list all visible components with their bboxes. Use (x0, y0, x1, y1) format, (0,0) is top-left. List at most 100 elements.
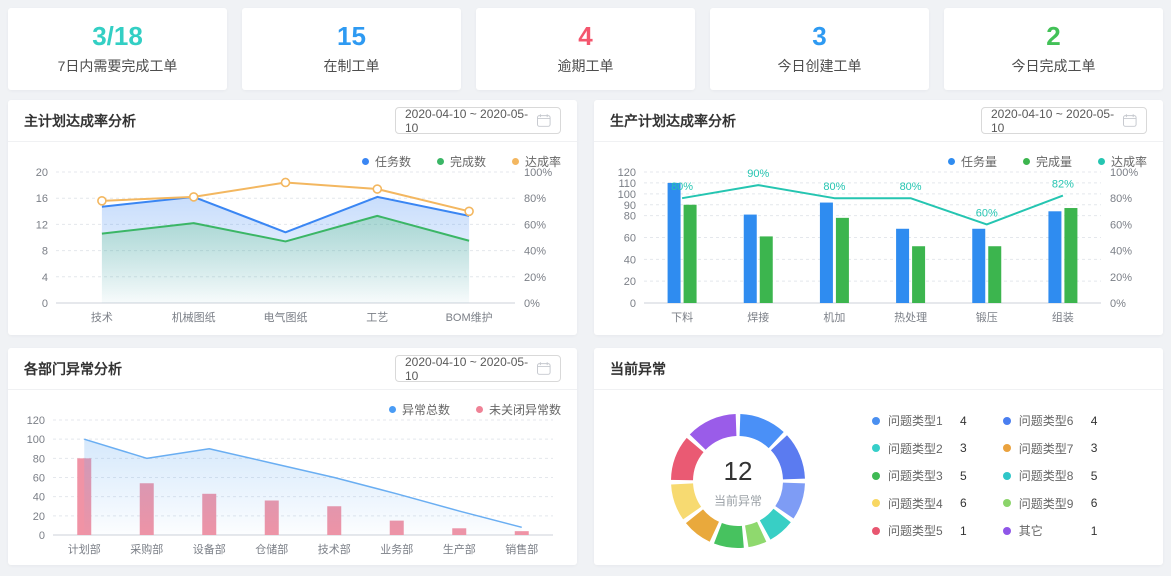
legend-dot-icon (475, 406, 483, 413)
svg-text:60%: 60% (976, 207, 998, 219)
chart-legend-item[interactable]: 任务数 (361, 153, 411, 170)
svg-text:机械图纸: 机械图纸 (172, 310, 216, 324)
stat-label: 7日内需要完成工单 (57, 57, 178, 74)
svg-text:BOM维护: BOM维护 (446, 310, 493, 324)
date-range-picker[interactable]: 2020-04-10 ~ 2020-05-10 (395, 354, 561, 383)
svg-text:20: 20 (624, 276, 636, 288)
stat-cards-row: 3/18 7日内需要完成工单 15 在制工单 4 逾期工单 3 今日创建工单 2… (8, 8, 1163, 90)
anomaly-legend-item[interactable]: 问题类型2 3 (872, 435, 967, 463)
svg-text:110: 110 (618, 178, 636, 190)
stat-label: 逾期工单 (557, 57, 614, 74)
main-plan-chart-wrap: 任务数 完成数 达成率 0 4 8 12 16 20 0% 20% 40% 60% 80% 100% 技术 机… (8, 142, 577, 335)
chart-legend-item[interactable]: 达成率 (1097, 153, 1147, 170)
svg-text:销售部: 销售部 (505, 542, 538, 556)
svg-text:100%: 100% (524, 167, 552, 179)
anomaly-legend-item[interactable]: 问题类型5 1 (872, 517, 967, 545)
svg-text:80%: 80% (1110, 193, 1132, 205)
svg-text:82%: 82% (1052, 179, 1074, 191)
stat-label: 今日创建工单 (777, 57, 862, 74)
svg-text:80: 80 (33, 453, 45, 465)
anomaly-legend-item[interactable]: 问题类型8 5 (1002, 462, 1097, 490)
anomaly-legend-item[interactable]: 问题类型9 6 (1002, 490, 1097, 518)
svg-text:20%: 20% (1110, 272, 1132, 284)
svg-text:20%: 20% (524, 272, 546, 284)
dept-anomaly-chart: 0 20 40 60 80 100 120 计划部 采购部 设备部 仓储部 技术部 业务部 生产部 销售部 (8, 390, 577, 565)
svg-text:电气图纸: 电气图纸 (264, 310, 308, 324)
calendar-icon[interactable] (537, 362, 551, 375)
svg-text:组装: 组装 (1052, 310, 1074, 324)
chart-dept-anomaly-canvas: 0 20 40 60 80 100 120 计划部 采购部 设备部 仓储部 技术部 业务部 生产部 销售部 (27, 415, 553, 556)
legend-dot-icon (1002, 499, 1011, 508)
svg-text:0%: 0% (1110, 298, 1126, 310)
chart-legend-item[interactable]: 完成数 (436, 153, 486, 170)
svg-text:工艺: 工艺 (366, 311, 388, 324)
svg-text:0: 0 (39, 530, 45, 542)
stat-card-in-progress: 15 在制工单 (242, 8, 461, 90)
svg-text:4: 4 (42, 272, 48, 284)
anomaly-legend-item[interactable]: 问题类型3 5 (872, 462, 967, 490)
legend-dot-icon (511, 158, 519, 165)
svg-text:8: 8 (42, 246, 48, 258)
stat-card-completed-today: 2 今日完成工单 (944, 8, 1163, 90)
calendar-icon[interactable] (537, 114, 551, 127)
date-range-picker[interactable]: 2020-04-10 ~ 2020-05-10 (981, 106, 1147, 135)
chart-main-plan-canvas: 0 4 8 12 16 20 0% 20% 40% 60% 80% 100% 技术 机械图纸 电气图纸 工艺 B… (36, 167, 553, 324)
legend-dot-icon (872, 526, 880, 535)
production-plan-chart: 0 20 40 60 80 90 100 110 120 0% 20% 40% 60% 80% 100% 下料… (594, 142, 1163, 335)
stat-value: 15 (337, 21, 366, 52)
legend-dot-icon (1002, 471, 1011, 480)
svg-text:当前异常: 当前异常 (714, 493, 762, 508)
chart-legend-item[interactable]: 异常总数 (388, 401, 450, 418)
panel-dept-anomaly: 各部门异常分析 2020-04-10 ~ 2020-05-10 异常总数 未关闭异… (8, 348, 577, 565)
chart-legend-item[interactable]: 未关闭异常数 (475, 401, 561, 418)
legend-dot-icon (1002, 444, 1011, 453)
chart-legend-item[interactable]: 达成率 (511, 153, 561, 170)
legend-dot-icon (436, 158, 444, 165)
anomaly-legend-item[interactable]: 问题类型6 4 (1002, 407, 1097, 435)
svg-text:采购部: 采购部 (130, 542, 163, 556)
panel-current-anomaly: 当前异常 12 当前异常 问题类型1 4 问题类型2 3 问题类型3 5 问题类型4 6 问题类型… (594, 348, 1163, 565)
panel-header: 生产计划达成率分析 2020-04-10 ~ 2020-05-10 (594, 100, 1163, 142)
svg-text:60%: 60% (1110, 219, 1132, 231)
svg-text:40%: 40% (1110, 246, 1132, 258)
panel-production-plan: 生产计划达成率分析 2020-04-10 ~ 2020-05-10 任务量 完成量… (594, 100, 1163, 335)
legend-dot-icon (872, 471, 880, 480)
anomaly-legend-item[interactable]: 问题类型1 4 (872, 407, 967, 435)
anomaly-legend-item[interactable]: 问题类型7 3 (1002, 435, 1097, 463)
svg-text:12: 12 (724, 456, 753, 486)
chart-legend-item[interactable]: 任务量 (947, 153, 997, 170)
svg-text:0: 0 (42, 298, 48, 310)
stat-label: 在制工单 (323, 57, 380, 74)
panel-main-plan: 主计划达成率分析 2020-04-10 ~ 2020-05-10 任务数 完成数 达… (8, 100, 577, 335)
svg-text:下料: 下料 (671, 310, 693, 324)
dept-anomaly-chart-wrap: 异常总数 未关闭异常数 0 20 40 60 80 100 120 计划部 采购部 设备部 仓储部 技术… (8, 390, 577, 565)
legend-dot-icon (872, 416, 880, 425)
legend-dot-icon (1002, 416, 1011, 425)
anomaly-legend-item[interactable]: 其它 1 (1002, 517, 1097, 545)
anomaly-legend-item[interactable]: 问题类型4 6 (872, 490, 967, 518)
panel-header: 主计划达成率分析 2020-04-10 ~ 2020-05-10 (8, 100, 577, 142)
date-range-value: 2020-04-10 ~ 2020-05-10 (405, 354, 529, 383)
chart-legend-item[interactable]: 完成量 (1022, 153, 1072, 170)
stat-value: 4 (578, 21, 593, 52)
svg-text:设备部: 设备部 (193, 542, 226, 556)
svg-text:60%: 60% (524, 219, 546, 231)
date-range-picker[interactable]: 2020-04-10 ~ 2020-05-10 (395, 106, 561, 135)
svg-text:80%: 80% (900, 181, 922, 193)
legend-dot-icon (872, 444, 880, 453)
legend-dot-icon (388, 406, 396, 413)
svg-text:技术部: 技术部 (318, 542, 351, 556)
date-range-value: 2020-04-10 ~ 2020-05-10 (991, 106, 1115, 135)
svg-text:技术: 技术 (91, 311, 113, 324)
svg-text:40: 40 (624, 254, 636, 266)
svg-text:12: 12 (36, 219, 48, 231)
svg-text:80%: 80% (671, 181, 693, 193)
stat-value: 3/18 (92, 21, 143, 52)
svg-text:90: 90 (624, 200, 636, 212)
calendar-icon[interactable] (1123, 114, 1137, 127)
stat-card-created-today: 3 今日创建工单 (710, 8, 929, 90)
date-range-value: 2020-04-10 ~ 2020-05-10 (405, 106, 529, 135)
stat-value: 2 (1046, 21, 1061, 52)
